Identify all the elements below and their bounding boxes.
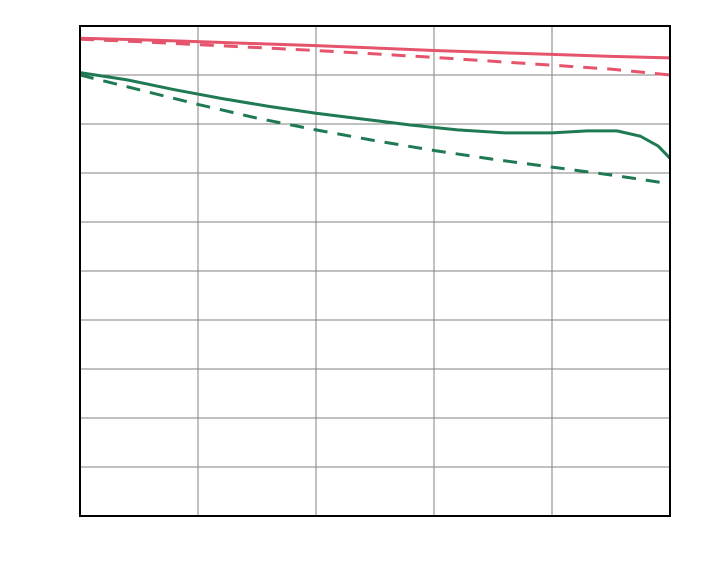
line-chart (0, 0, 720, 580)
chart-svg (0, 0, 720, 580)
